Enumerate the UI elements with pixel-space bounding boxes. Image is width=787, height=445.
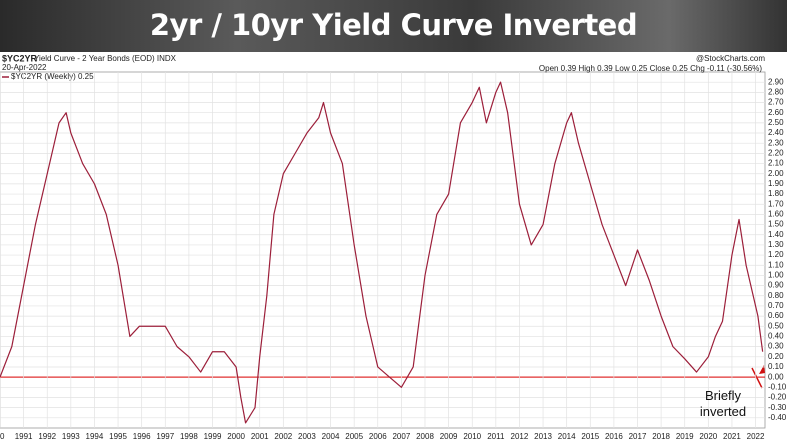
y-tick-label: 1.10 [768,260,784,269]
y-tick-label: 2.40 [768,128,784,137]
y-tick-label: 2.10 [768,159,784,168]
x-tick-label: 2009 [440,432,458,441]
y-tick-label: -0.30 [768,403,787,412]
y-tick-label: 1.80 [768,189,784,198]
x-tick-label: 2000 [227,432,245,441]
x-tick-label: 2018 [652,432,670,441]
banner: 2yr / 10yr Yield Curve Inverted [0,0,787,52]
x-tick-label: 2012 [511,432,529,441]
x-tick-label: 2010 [463,432,481,441]
y-tick-label: 2.60 [768,108,784,117]
x-tick-label: 2015 [581,432,599,441]
x-tick-label: 2013 [534,432,552,441]
y-tick-label: 2.30 [768,138,784,147]
x-tick-label: 2004 [322,432,340,441]
y-tick-label: 0.80 [768,291,784,300]
y-tick-label: 1.20 [768,250,784,259]
x-tick-label: 2006 [369,432,387,441]
y-tick-label: 2.20 [768,148,784,157]
x-tick-label: 2022 [747,432,765,441]
y-tick-label: 0.50 [768,321,784,330]
annotation: Briefly inverted [699,388,747,419]
x-tick-label: 2002 [274,432,292,441]
x-tick-label: 1996 [133,432,151,441]
y-tick-label: 2.80 [768,87,784,96]
y-tick-label: 1.40 [768,230,784,239]
x-tick-label: 2011 [487,432,505,441]
y-tick-label: 0.70 [768,301,784,310]
x-tick-label: 2021 [723,432,741,441]
y-tick-label: -0.40 [768,413,787,422]
y-tick-label: 1.60 [768,210,784,219]
legend-label: $YC2YR (Weekly) 0.25 [11,72,94,81]
x-tick-label: 2008 [416,432,434,441]
y-tick-label: 2.70 [768,98,784,107]
grid [0,72,765,428]
x-tick-label: 1994 [86,432,104,441]
y-tick-label: 0.90 [768,281,784,290]
x-tick-label: 1991 [15,432,33,441]
series-line [0,81,764,424]
x-tick-label: 2005 [345,432,363,441]
y-tick-label: -0.10 [768,382,787,391]
symbol: $YC2YR [2,53,38,63]
y-tick-label: 1.00 [768,271,784,280]
y-tick-label: 2.00 [768,169,784,178]
y-tick-label: 0.20 [768,352,784,361]
x-tick-label: 2007 [392,432,410,441]
x-tick-label: 1999 [204,432,222,441]
x-tick-label: 2014 [558,432,576,441]
x-tick-label: 2016 [605,432,623,441]
y-tick-label: 0.00 [768,372,784,381]
y-tick-label: 0.10 [768,362,784,371]
description: Yield Curve - 2 Year Bonds (EOD) INDX [34,54,177,63]
title: 2yr / 10yr Yield Curve Inverted [149,8,638,42]
quote: Open 0.39 High 0.39 Low 0.25 Close 0.25 … [539,64,762,73]
x-tick-label: 1992 [38,432,56,441]
x-tick-label: 1998 [180,432,198,441]
x-tick-label: 1993 [62,432,80,441]
y-tick-label: 0.60 [768,311,784,320]
annotation-arrow [751,367,763,389]
y-tick-label: 2.50 [768,118,784,127]
x-tick-label: 2003 [298,432,316,441]
x-tick-label: 1995 [109,432,127,441]
y-tick-label: 1.90 [768,179,784,188]
date: 20-Apr-2022 [2,63,47,72]
y-tick-label: 1.30 [768,240,784,249]
y-tick-label: 1.70 [768,199,784,208]
x-tick-label: 2017 [629,432,647,441]
x-tick-label: 2001 [251,432,269,441]
y-tick-label: -0.20 [768,393,787,402]
y-tick-label: 0.30 [768,342,784,351]
x-tick-label: 90 [0,432,5,441]
y-tick-label: 1.50 [768,220,784,229]
y-tick-label: 2.90 [768,77,784,86]
x-tick-label: 1997 [156,432,174,441]
source: @StockCharts.com [696,54,765,63]
x-tick-label: 2019 [676,432,694,441]
x-tick-label: 2020 [699,432,717,441]
y-tick-label: 0.40 [768,332,784,341]
